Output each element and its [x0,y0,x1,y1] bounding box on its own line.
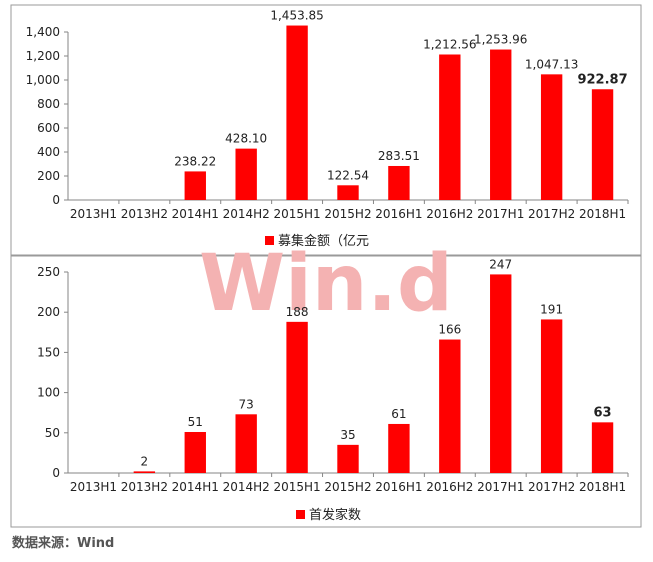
bar [184,431,206,473]
data-label: 922.87 [577,72,627,87]
data-label: 238.22 [174,154,216,168]
bar [490,274,512,473]
bar [490,49,512,201]
y-tick-label: 0 [52,193,60,207]
y-tick-label: 400 [37,145,60,159]
x-tick-label: 2014H2 [223,207,270,221]
x-tick-label: 2015H1 [273,207,320,221]
data-label: 188 [286,305,309,319]
legend: 募集金额（亿元 [265,233,369,249]
x-tick-label: 2018H1 [579,207,626,221]
y-tick-label: 600 [37,121,60,135]
y-tick-label: 50 [45,426,60,440]
bar [439,339,461,473]
x-tick-label: 2013H2 [121,480,168,494]
bar [337,444,359,473]
y-tick-label: 100 [37,386,60,400]
x-tick-label: 2015H2 [324,480,371,494]
x-tick-label: 2014H1 [172,207,219,221]
ipo-count-chart: 0 50 100 150 200 250 2013H1 2 2013H2 51 2014H1 73 20… [37,257,629,523]
bar [337,185,359,200]
bar [184,171,206,200]
x-tick-label: 2017H2 [528,207,575,221]
bar [591,89,614,200]
bottom-panel-frame [10,255,642,528]
x-tick-label: 2016H2 [426,480,473,494]
y-tick-label: 1,400 [26,25,60,39]
bar [235,414,257,473]
data-label: 73 [239,397,254,411]
data-label: 247 [489,257,512,271]
x-tick-label: 2013H2 [121,207,168,221]
y-tick-label: 1,000 [26,73,60,87]
fundraising-amount-chart: 0 200 400 600 800 1,000 1,200 1,400 2013H1 2013H2… [26,9,629,249]
bar [286,321,308,473]
data-label: 1,212.56 [423,37,476,51]
x-tick-label: 2018H1 [579,480,626,494]
y-tick-label: 200 [37,169,60,183]
y-tick-label: 0 [52,466,60,480]
y-tick-label: 200 [37,305,60,319]
legend-swatch [296,510,305,519]
x-tick-label: 2017H1 [477,207,524,221]
top-panel-frame [10,4,642,256]
legend-label: 首发家数 [309,507,361,523]
x-tick-label: 2016H2 [426,207,473,221]
x-tick-label: 2015H2 [324,207,371,221]
bar [286,25,308,201]
data-label: 1,047.13 [525,57,578,71]
y-tick-label: 800 [37,97,60,111]
data-label: 191 [540,302,563,316]
x-tick-label: 2013H1 [70,480,117,494]
data-label: 2 [141,454,149,468]
source-note: 数据来源：Wind [12,536,115,551]
x-tick-label: 2017H2 [528,480,575,494]
data-label: 35 [340,428,355,442]
x-tick-label: 2016H1 [375,480,422,494]
data-label: 1,453.85 [270,9,323,23]
data-label: 283.51 [378,149,420,163]
y-tick-label: 250 [37,265,60,279]
data-label: 61 [391,407,406,421]
bar [235,148,257,200]
bar [133,471,156,473]
x-tick-label: 2017H1 [477,480,524,494]
legend-label: 募集金额（亿元 [278,233,369,249]
bar [439,54,461,201]
data-label: 63 [593,405,611,420]
data-label: 166 [438,323,461,337]
x-tick-label: 2014H2 [223,480,270,494]
data-label: 51 [188,415,203,429]
x-tick-label: 2016H1 [375,207,422,221]
y-tick-label: 1,200 [26,49,60,63]
y-tick-label: 150 [37,345,60,359]
x-tick-label: 2014H1 [172,480,219,494]
bar [540,74,563,200]
legend: 首发家数 [296,507,361,523]
data-label: 428.10 [225,132,267,146]
bar [388,423,410,473]
x-tick-label: 2013H1 [70,207,117,221]
bar [540,319,563,473]
data-label: 122.54 [327,168,369,182]
legend-swatch [265,236,274,245]
data-label: 1,253.96 [474,33,527,47]
x-tick-label: 2015H1 [273,480,320,494]
bar [591,422,614,473]
bar [388,165,410,200]
